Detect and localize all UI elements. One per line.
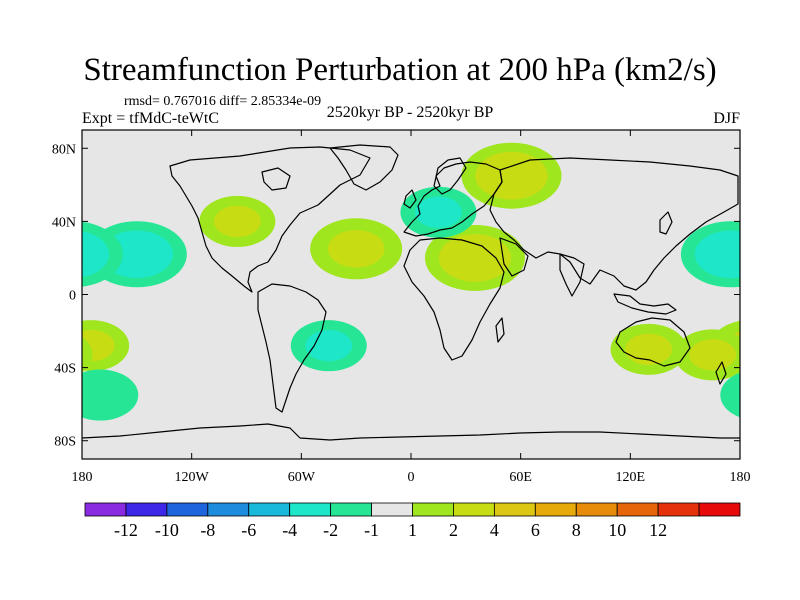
colorbar-swatch: [125, 502, 168, 517]
plot-background: [82, 130, 740, 459]
season-label: DJF: [713, 110, 740, 127]
anomaly-contour: [114, 239, 160, 269]
colorbar-label: 4: [490, 520, 499, 540]
colorbar-swatch: [534, 502, 577, 517]
coastline-asia: [489, 157, 739, 291]
coastline-africa: [403, 237, 505, 361]
colorbar-label: 2: [449, 520, 458, 540]
anomaly-contour: [708, 239, 740, 269]
colorbar-label: -8: [200, 520, 215, 540]
anomaly-contour: [689, 339, 736, 371]
coastline-britain: [403, 189, 417, 209]
coastline-south-america: [257, 283, 327, 413]
stats-label: rmsd= 0.767016 diff= 2.85334e-09: [124, 94, 322, 109]
anomaly-contour: [625, 333, 672, 366]
anomaly-contour: [489, 161, 534, 191]
colorbar-swatch: [412, 502, 454, 517]
coastline-australia: [615, 317, 691, 367]
anomaly-contour: [82, 231, 109, 278]
colorbar-label: 8: [572, 520, 581, 540]
coastline-japan: [659, 211, 673, 235]
anomaly-contour: [82, 337, 93, 373]
anomaly-contour: [82, 369, 139, 421]
x-tick-label: 60E: [509, 470, 532, 485]
colorbar-label: 12: [649, 520, 667, 540]
colorbar-swatch: [84, 502, 127, 517]
anomaly-north-america-positive: [199, 195, 276, 247]
experiment-label: Expt = tfMdC-teWtC: [82, 110, 220, 127]
coastline-europe: [403, 161, 503, 237]
anomaly-north-africa-positive: [424, 224, 525, 291]
x-tick-label: 120E: [616, 470, 646, 485]
anomaly-north-pacific-west-negative: [82, 221, 740, 288]
anomaly-north-atlantic-positive: [310, 218, 403, 280]
y-tick-label: 80S: [54, 435, 76, 450]
anomaly-contour: [82, 240, 96, 268]
y-tick-label: 80N: [52, 142, 76, 157]
x-tick-label: 180: [72, 470, 93, 485]
anomaly-south-pacific-small-negative: [82, 369, 740, 421]
y-tick-label: 0: [69, 289, 76, 304]
anomaly-contour: [720, 372, 740, 418]
colorbar-label: -4: [282, 520, 297, 540]
colorbar-swatch: [698, 502, 741, 517]
colorbar-swatch: [330, 502, 372, 517]
colorbar-swatch: [575, 502, 618, 517]
x-tick-label: 60W: [288, 470, 316, 485]
period-label: 2520kyr BP - 2520kyr BP: [326, 104, 494, 121]
x-tick-label: 180: [730, 470, 751, 485]
colorbar-swatch: [657, 502, 700, 517]
colorbar-swatch: [453, 502, 495, 517]
y-tick-label: 40S: [54, 362, 76, 377]
colorbar-swatch: [616, 502, 659, 517]
chart-title: Streamfunction Perturbation at 200 hPa (…: [83, 52, 717, 88]
coastline-indonesia: [613, 293, 677, 315]
coastline-hudson-bay: [261, 167, 291, 191]
x-tick-label: 0: [408, 470, 415, 485]
colorbar-label: 10: [608, 520, 626, 540]
colorbar-swatch: [371, 502, 413, 517]
colorbar-label: 6: [531, 520, 540, 540]
anomaly-contour: [327, 230, 385, 268]
colorbar-swatch: [207, 502, 250, 517]
coastline-antarctica: [82, 423, 740, 441]
coastline-greenland: [329, 144, 399, 191]
colorbar-label: -1: [364, 520, 379, 540]
anomaly-south-atlantic-negative: [290, 320, 367, 372]
colorbar-swatch: [248, 502, 291, 517]
anomaly-contour: [452, 243, 498, 273]
x-tick-label: 120W: [175, 470, 210, 485]
colorbar-label: -6: [241, 520, 256, 540]
anomaly-contour: [415, 196, 462, 228]
y-tick-label: 40N: [52, 215, 76, 230]
coastline-scandinavia: [433, 157, 467, 195]
colorbar-label: -10: [155, 520, 179, 540]
colorbar-swatch: [493, 502, 536, 517]
anomaly-australia-positive: [610, 323, 687, 375]
coastline-madagascar: [495, 317, 505, 343]
coastline-new-zealand: [715, 361, 727, 385]
colorbar-swatch: [289, 502, 332, 517]
anomaly-contour: [305, 329, 353, 362]
colorbar-label: -2: [323, 520, 338, 540]
colorbar-label: 1: [408, 520, 417, 540]
anomaly-contour: [213, 205, 261, 238]
coastline-arabia: [499, 237, 529, 277]
coastline-india: [559, 253, 585, 297]
colorbar-swatch: [166, 502, 209, 517]
coastline-north-america: [169, 146, 371, 293]
colorbar-label: -12: [114, 520, 138, 540]
